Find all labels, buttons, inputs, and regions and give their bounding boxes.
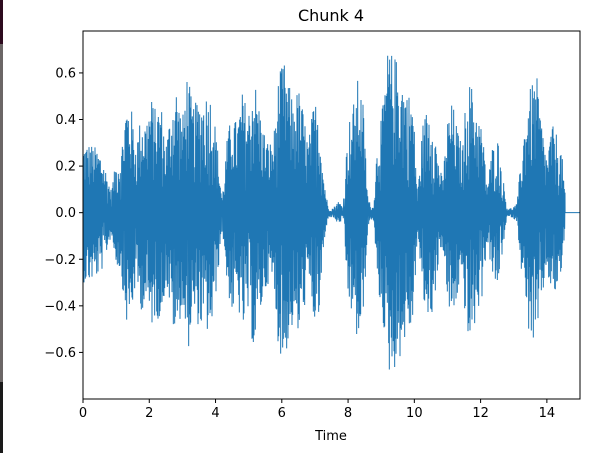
y-tick-label: 0.4 bbox=[55, 113, 76, 128]
x-tick-label: 6 bbox=[278, 406, 286, 421]
waveform-series-line bbox=[83, 55, 580, 370]
x-tick-label: 4 bbox=[211, 406, 219, 421]
chart-title: Chunk 4 bbox=[298, 6, 364, 25]
y-tick-label: 0.0 bbox=[55, 206, 76, 221]
y-tick-label: −0.2 bbox=[44, 253, 76, 268]
window-edge-bottom bbox=[0, 382, 3, 453]
y-tick-label: −0.6 bbox=[44, 346, 76, 361]
x-tick-label: 0 bbox=[79, 406, 87, 421]
window-edge-strip bbox=[0, 0, 3, 453]
y-axis: −0.6 −0.4 −0.2 0.0 0.2 0.4 0.6 bbox=[44, 66, 83, 361]
x-tick-label: 10 bbox=[406, 406, 423, 421]
y-tick-label: −0.4 bbox=[44, 299, 76, 314]
x-tick-label: 2 bbox=[145, 406, 153, 421]
plot-area-frame bbox=[82, 30, 581, 400]
x-axis-label: Time bbox=[314, 429, 347, 444]
y-tick-label: 0.6 bbox=[55, 66, 76, 81]
x-tick-label: 8 bbox=[344, 406, 352, 421]
y-tick-label: 0.2 bbox=[55, 160, 76, 175]
window-edge-top bbox=[0, 0, 3, 44]
x-tick-label: 14 bbox=[539, 406, 556, 421]
x-tick-label: 12 bbox=[472, 406, 489, 421]
x-axis: 0 2 4 6 8 10 12 14 bbox=[79, 399, 555, 421]
